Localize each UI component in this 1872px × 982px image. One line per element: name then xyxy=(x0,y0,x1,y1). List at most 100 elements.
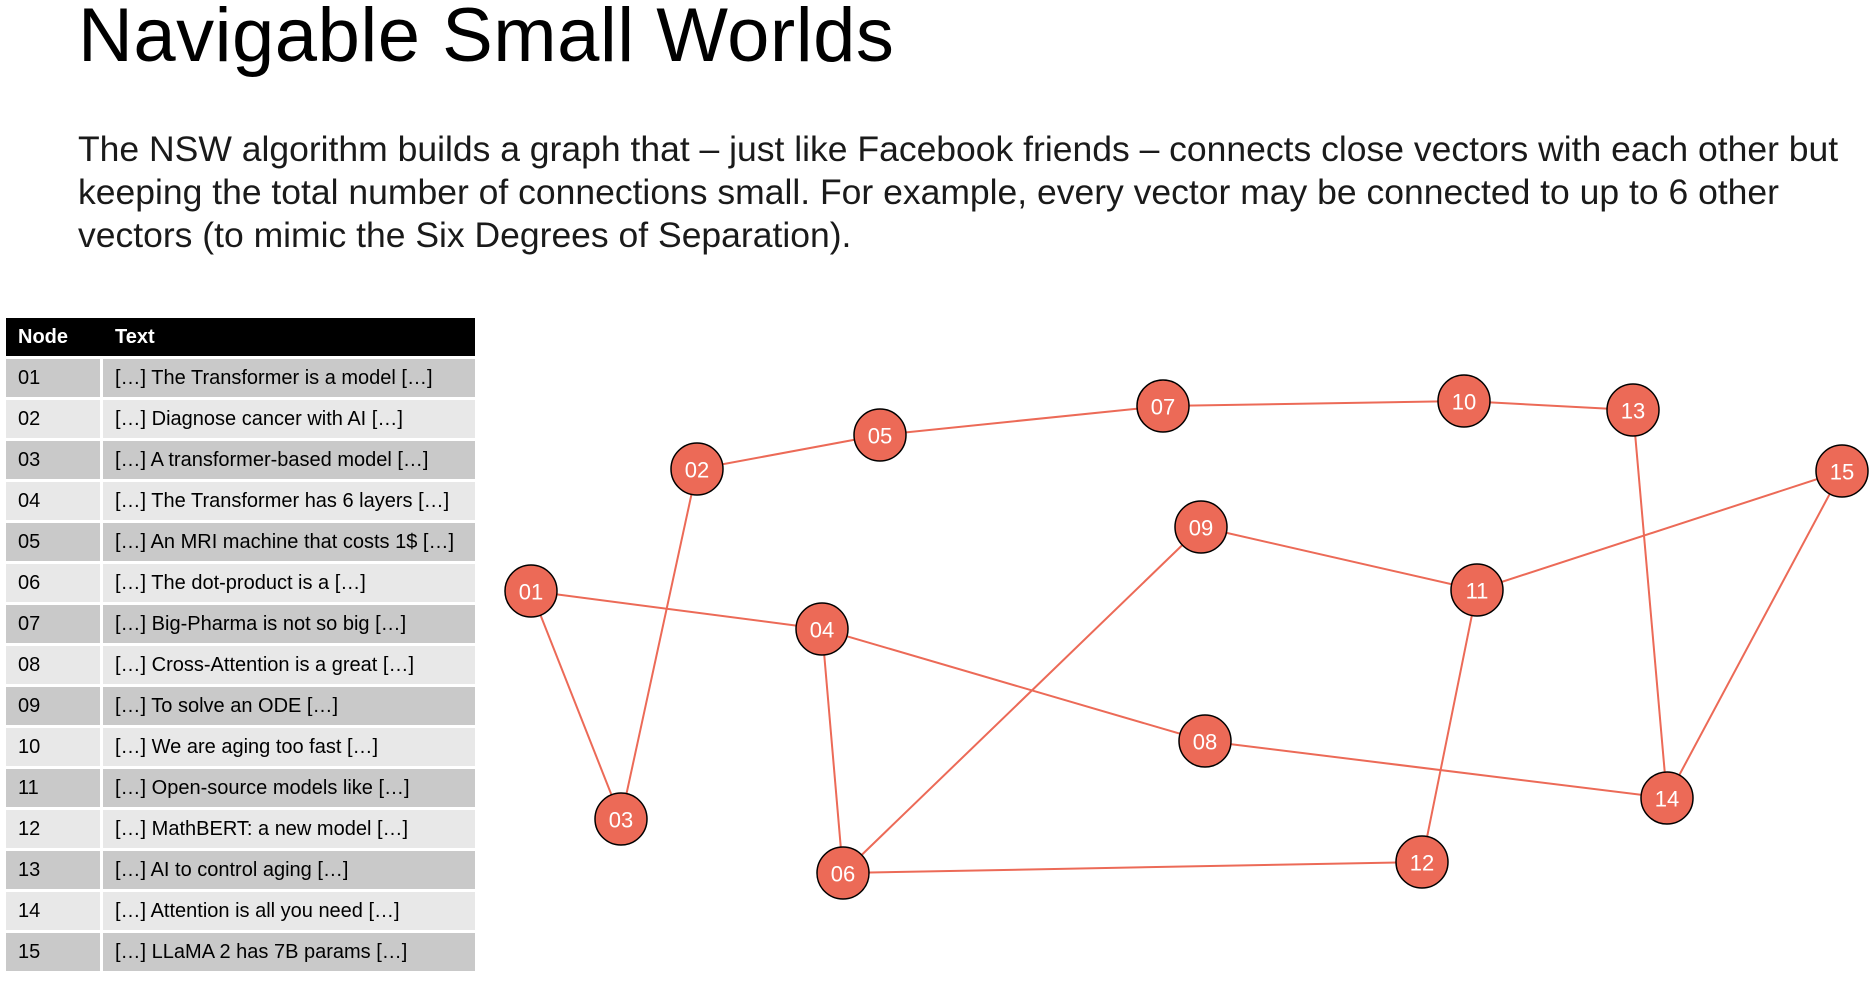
graph-node-10: 10 xyxy=(1437,374,1491,428)
graph-edge-09-06 xyxy=(842,526,1202,874)
graph-edge-02-05 xyxy=(696,434,881,470)
graph-edge-07-10 xyxy=(1162,400,1465,407)
graph-edge-15-11 xyxy=(1476,470,1843,591)
graph-node-label: 07 xyxy=(1151,395,1175,420)
graph-edge-02-03 xyxy=(620,468,698,820)
table-header-row: Node Text xyxy=(6,318,475,356)
table-cell-node: 01 xyxy=(6,356,103,397)
graph-node-circle xyxy=(670,442,724,496)
table-cell-node: 04 xyxy=(6,479,103,520)
graph-node-label: 11 xyxy=(1466,579,1489,604)
graph-node-13: 13 xyxy=(1606,383,1660,437)
graph-node-circle xyxy=(1178,714,1232,768)
table-cell-text: […] A transformer-based model […] xyxy=(103,438,475,479)
graph-node-07: 07 xyxy=(1136,379,1190,433)
table-cell-node: 06 xyxy=(6,561,103,602)
graph-node-circle xyxy=(1815,444,1869,498)
graph-node-circle xyxy=(1450,563,1504,617)
table-cell-text: […] Attention is all you need […] xyxy=(103,889,475,930)
graph-node-label: 02 xyxy=(685,458,709,483)
table-cell-node: 05 xyxy=(6,520,103,561)
graph-node-circle xyxy=(1437,374,1491,428)
graph-node-label: 04 xyxy=(810,618,834,643)
table-cell-node: 02 xyxy=(6,397,103,438)
graph-node-label: 09 xyxy=(1189,516,1213,541)
graph-node-12: 12 xyxy=(1395,835,1449,889)
graph-edge-06-12 xyxy=(842,861,1423,874)
table-row: 02 […] Diagnose cancer with AI […] xyxy=(6,397,475,438)
graph-edge-15-14 xyxy=(1666,470,1843,799)
graph-node-15: 15 xyxy=(1815,444,1869,498)
graph-node-circle xyxy=(504,564,558,618)
table-cell-text: […] AI to control aging […] xyxy=(103,848,475,889)
graph-node-circle xyxy=(1174,500,1228,554)
description-paragraph: The NSW algorithm builds a graph that – … xyxy=(78,129,1839,255)
graph-edge-04-08 xyxy=(821,628,1206,742)
graph-node-label: 01 xyxy=(519,580,543,605)
table-cell-node: 11 xyxy=(6,766,103,807)
graph-node-label: 03 xyxy=(609,808,633,833)
graph-node-circle xyxy=(1640,771,1694,825)
graph-node-05: 05 xyxy=(853,408,907,462)
table-cell-node: 15 xyxy=(6,930,103,971)
table-cell-text: […] Diagnose cancer with AI […] xyxy=(103,397,475,438)
table-cell-text: […] Cross-Attention is a great […] xyxy=(103,643,475,684)
graph-edge-08-14 xyxy=(1204,740,1668,799)
graph-node-label: 10 xyxy=(1452,390,1476,415)
graph-edge-11-12 xyxy=(1421,589,1478,863)
graph-edge-09-11 xyxy=(1200,526,1478,591)
graph-node-02: 02 xyxy=(670,442,724,496)
graph-node-11: 11 xyxy=(1450,563,1504,617)
table-cell-text: […] LLaMA 2 has 7B params […] xyxy=(103,930,475,971)
graph-node-circle xyxy=(795,602,849,656)
table-row: 06 […] The dot-product is a […] xyxy=(6,561,475,602)
node-text-table: Node Text 01 […] The Transformer is a mod… xyxy=(6,318,475,971)
table-row: 04 […] The Transformer has 6 layers […] xyxy=(6,479,475,520)
table-row: 05 […] An MRI machine that costs 1$ […] xyxy=(6,520,475,561)
table-row: 03 […] A transformer-based model […] xyxy=(6,438,475,479)
table-cell-text: […] MathBERT: a new model […] xyxy=(103,807,475,848)
graph-edge-13-14 xyxy=(1632,409,1668,799)
graph-node-03: 03 xyxy=(594,792,648,846)
table-row: 12 […] MathBERT: a new model […] xyxy=(6,807,475,848)
table-header-node: Node xyxy=(6,318,103,356)
graph-edge-05-07 xyxy=(879,405,1164,436)
table-cell-text: […] The Transformer has 6 layers […] xyxy=(103,479,475,520)
graph-node-circle xyxy=(816,846,870,900)
table-cell-text: […] An MRI machine that costs 1$ […] xyxy=(103,520,475,561)
table-row: 10 […] We are aging too fast […] xyxy=(6,725,475,766)
graph-node-label: 12 xyxy=(1410,851,1434,876)
graph-node-circle xyxy=(594,792,648,846)
graph-edge-04-06 xyxy=(821,628,844,874)
graph-node-label: 13 xyxy=(1621,399,1645,424)
table-cell-text: […] The dot-product is a […] xyxy=(103,561,475,602)
graph-node-14: 14 xyxy=(1640,771,1694,825)
graph-node-label: 05 xyxy=(868,424,892,449)
table-header-text: Text xyxy=(103,318,475,356)
table-row: 07 […] Big-Pharma is not so big […] xyxy=(6,602,475,643)
table-cell-node: 13 xyxy=(6,848,103,889)
table-cell-text: […] To solve an ODE […] xyxy=(103,684,475,725)
table-row: 01 […] The Transformer is a model […] xyxy=(6,356,475,397)
graph-node-01: 01 xyxy=(504,564,558,618)
table-row: 09 […] To solve an ODE […] xyxy=(6,684,475,725)
table-cell-node: 08 xyxy=(6,643,103,684)
table-cell-node: 14 xyxy=(6,889,103,930)
graph-node-label: 15 xyxy=(1830,460,1854,485)
table-cell-node: 09 xyxy=(6,684,103,725)
table-row: 11 […] Open-source models like […] xyxy=(6,766,475,807)
graph-edge-01-04 xyxy=(530,590,823,630)
table-row: 08 […] Cross-Attention is a great […] xyxy=(6,643,475,684)
graph-node-circle xyxy=(1606,383,1660,437)
table-row: 15 […] LLaMA 2 has 7B params […] xyxy=(6,930,475,971)
graph-edge-10-13 xyxy=(1463,400,1634,411)
graph-node-label: 06 xyxy=(831,862,855,887)
slide-title: Navigable Small Worlds xyxy=(78,0,895,78)
table-cell-text: […] We are aging too fast […] xyxy=(103,725,475,766)
graph-node-04: 04 xyxy=(795,602,849,656)
graph-node-06: 06 xyxy=(816,846,870,900)
graph-edge-01-03 xyxy=(530,590,622,820)
graph-node-circle xyxy=(1395,835,1449,889)
table-cell-text: […] Open-source models like […] xyxy=(103,766,475,807)
